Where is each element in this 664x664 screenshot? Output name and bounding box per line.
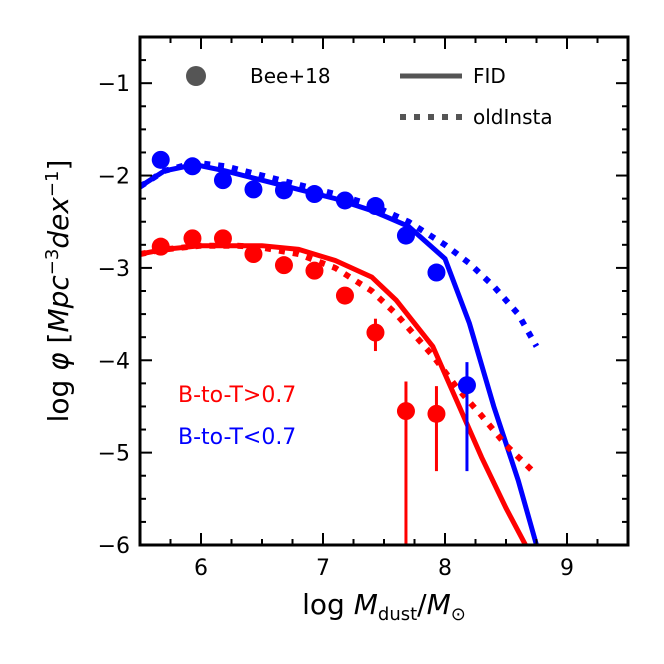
data-point-btlt bbox=[244, 180, 263, 199]
y-tick-label: −2 bbox=[98, 165, 130, 190]
y-tick-label: −1 bbox=[98, 72, 130, 97]
data-point-btgt bbox=[335, 286, 354, 305]
data-point-btgt bbox=[183, 229, 202, 248]
y-tick-label: −4 bbox=[98, 349, 130, 374]
data-point-btgt bbox=[396, 402, 415, 421]
series-line-oldinsta-btlt bbox=[140, 159, 540, 348]
data-point-btlt bbox=[274, 181, 293, 200]
data-point-btlt bbox=[427, 263, 446, 282]
data-point-btgt bbox=[305, 261, 324, 280]
data-point-btlt bbox=[457, 376, 476, 395]
annotation-bt-gt: B-to-T>0.7 bbox=[178, 383, 296, 408]
data-point-btgt bbox=[244, 245, 263, 264]
data-point-btlt bbox=[305, 185, 324, 204]
data-point-btgt bbox=[213, 229, 232, 248]
data-point-btlt bbox=[366, 197, 385, 216]
data-point-btlt bbox=[213, 171, 232, 190]
data-point-btlt bbox=[335, 191, 354, 210]
series-line-fid-btgt bbox=[140, 243, 529, 545]
data-point-btgt bbox=[274, 256, 293, 275]
data-point-btgt bbox=[151, 237, 170, 256]
x-tick-label: 7 bbox=[316, 556, 330, 581]
data-point-btgt bbox=[427, 404, 446, 423]
y-tick-label: −3 bbox=[98, 257, 130, 282]
data-point-btgt bbox=[366, 323, 385, 342]
annotation-bt-lt: B-to-T<0.7 bbox=[178, 425, 296, 450]
legend: Bee+18 FID oldInsta bbox=[186, 64, 553, 129]
legend-label-fid: FID bbox=[473, 64, 506, 88]
data-point-btlt bbox=[151, 150, 170, 169]
y-tick-label: −6 bbox=[98, 534, 130, 559]
axis-ticks: 6 7 8 9 −6 −5 −4 −3 −2 −1 bbox=[98, 36, 629, 581]
y-axis-title: log φ [Mpc−3dex−1] bbox=[42, 160, 75, 423]
x-tick-label: 9 bbox=[560, 556, 574, 581]
observations-layer bbox=[151, 150, 476, 545]
y-tick-label: −5 bbox=[98, 442, 130, 467]
data-point-btlt bbox=[183, 157, 202, 176]
legend-label-oldinsta: oldInsta bbox=[473, 105, 553, 129]
x-axis-title: log Mdust/M⊙ bbox=[302, 588, 466, 625]
x-tick-label: 6 bbox=[194, 556, 208, 581]
data-point-btlt bbox=[396, 226, 415, 245]
x-tick-label: 8 bbox=[438, 556, 452, 581]
legend-marker-bee18 bbox=[186, 66, 206, 86]
legend-label-bee18: Bee+18 bbox=[250, 64, 331, 88]
